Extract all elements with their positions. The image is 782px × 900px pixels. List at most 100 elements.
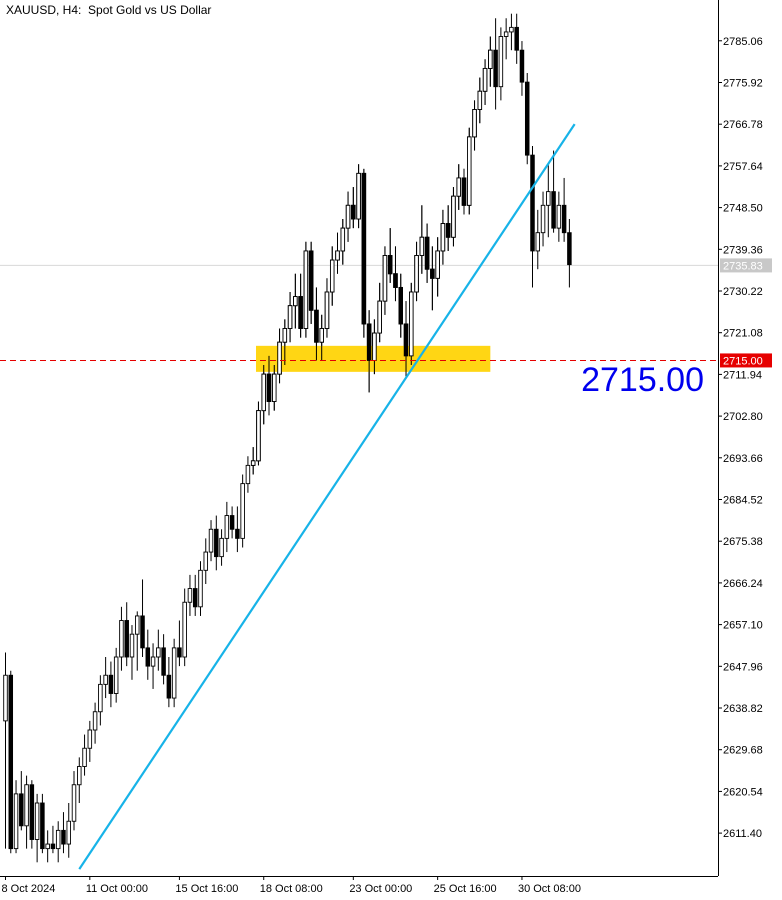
candle-bear	[398, 286, 404, 325]
candle-bull	[340, 227, 346, 252]
candle-bull	[372, 332, 377, 361]
candle-bull	[261, 373, 266, 412]
candle-bear	[8, 674, 14, 850]
candle-bull	[92, 711, 98, 731]
candle-bull	[377, 300, 382, 334]
candle-bull	[282, 328, 288, 343]
candle-bear	[19, 793, 24, 827]
candle-bull	[182, 601, 187, 658]
y-tick-label: 2611.40	[723, 828, 762, 840]
candle-bear	[308, 250, 314, 311]
level-annotation-text: 2715.00	[581, 361, 704, 399]
candle-bear	[314, 309, 319, 343]
candle-bull	[451, 195, 456, 238]
trendline-group[interactable]	[78, 123, 576, 870]
candle-bull	[134, 615, 140, 635]
candle-bear	[524, 81, 530, 156]
candle-bull	[414, 255, 419, 293]
candle-bear	[519, 49, 525, 83]
candle-bull	[34, 802, 40, 840]
candle-bull	[219, 537, 224, 558]
candle-bull	[55, 829, 61, 850]
candle-bull	[287, 305, 293, 329]
candle-bear	[461, 177, 467, 206]
candle-bull	[208, 528, 214, 553]
candle-bull	[467, 136, 472, 206]
level-price-marker-bg	[720, 353, 772, 368]
x-tick-label: 11 Oct 00:00	[86, 883, 148, 895]
candle-bull	[71, 784, 77, 822]
y-tick-label: 2766.78	[723, 119, 763, 131]
candle-bull	[324, 291, 330, 329]
symbol-description: Spot Gold vs US Dollar	[88, 3, 212, 17]
candle-bull	[509, 26, 514, 33]
y-tick-label: 2711.94	[723, 369, 762, 381]
candle-bull	[240, 483, 245, 539]
candle-bear	[387, 255, 393, 275]
x-tick-label: 25 Oct 16:00	[434, 883, 497, 895]
candle-bull	[329, 259, 335, 293]
candle-bull	[129, 633, 135, 658]
support-zone-group	[250, 36, 493, 475]
axes-group: 2785.06 2775.92 2766.78 2757.64 2748.50 2739.…	[0, 0, 763, 895]
candle-bear	[124, 620, 129, 658]
y-tick-label: 2757.64	[723, 161, 763, 173]
candle-bull	[24, 784, 29, 827]
candle-bull	[335, 250, 340, 261]
candle-bear	[229, 515, 235, 530]
y-tick-label: 2684.52	[723, 495, 763, 507]
candle-bull	[272, 373, 277, 402]
candle-bull	[382, 255, 388, 302]
y-tick-label: 2721.08	[723, 328, 763, 340]
y-tick-label: 2739.36	[723, 244, 763, 256]
candle-bull	[345, 204, 351, 229]
candle-bear	[393, 273, 398, 288]
current-price-marker-bg	[720, 258, 772, 273]
candle-bear	[235, 528, 240, 539]
candle-bear	[561, 204, 567, 234]
candle-bull	[250, 460, 256, 466]
candle-bear	[567, 232, 572, 266]
y-tick-label: 2647.96	[723, 661, 763, 673]
candle-bear	[424, 236, 430, 270]
candle-bear	[61, 829, 66, 845]
candle-bear	[214, 528, 219, 558]
y-tick-label: 2666.24	[723, 578, 763, 590]
y-tick-label: 2702.80	[723, 411, 763, 423]
candle-bear	[192, 588, 198, 608]
candle-bull	[498, 36, 504, 88]
candle-bear	[140, 615, 145, 649]
x-tick-label: 18 Oct 08:00	[260, 883, 323, 895]
candle-bear	[50, 843, 56, 850]
candle-bull	[113, 656, 119, 694]
x-tick-label: 8 Oct 2024	[2, 883, 56, 895]
candle-bear	[177, 647, 182, 658]
candle-bear	[493, 49, 498, 88]
candle-bear	[351, 204, 356, 220]
current-price-marker: 2735.83	[723, 260, 763, 272]
candle-bull	[66, 820, 71, 845]
candle-bear	[145, 647, 151, 667]
candle-bull	[293, 296, 298, 307]
candle-bull	[256, 410, 261, 462]
candle-bear	[40, 802, 45, 850]
candle-bull	[419, 236, 425, 256]
candle-bear	[551, 191, 556, 229]
candle-bull	[456, 177, 461, 197]
candle-bear	[166, 674, 172, 699]
candle-bull	[356, 172, 361, 220]
candle-bull	[503, 31, 509, 37]
x-tick-label: 30 Oct 08:00	[518, 883, 581, 895]
candle-bull	[150, 656, 156, 667]
candle-bull	[482, 67, 488, 92]
level-price-marker: 2715.00	[723, 355, 763, 367]
candle-bull	[198, 569, 203, 608]
candle-bear	[298, 296, 303, 329]
y-tick-label: 2730.22	[723, 286, 763, 298]
candle-bull	[156, 647, 161, 658]
trendline[interactable]	[78, 123, 576, 870]
y-tick-label: 2620.54	[723, 786, 763, 798]
candle-bull	[472, 109, 477, 138]
